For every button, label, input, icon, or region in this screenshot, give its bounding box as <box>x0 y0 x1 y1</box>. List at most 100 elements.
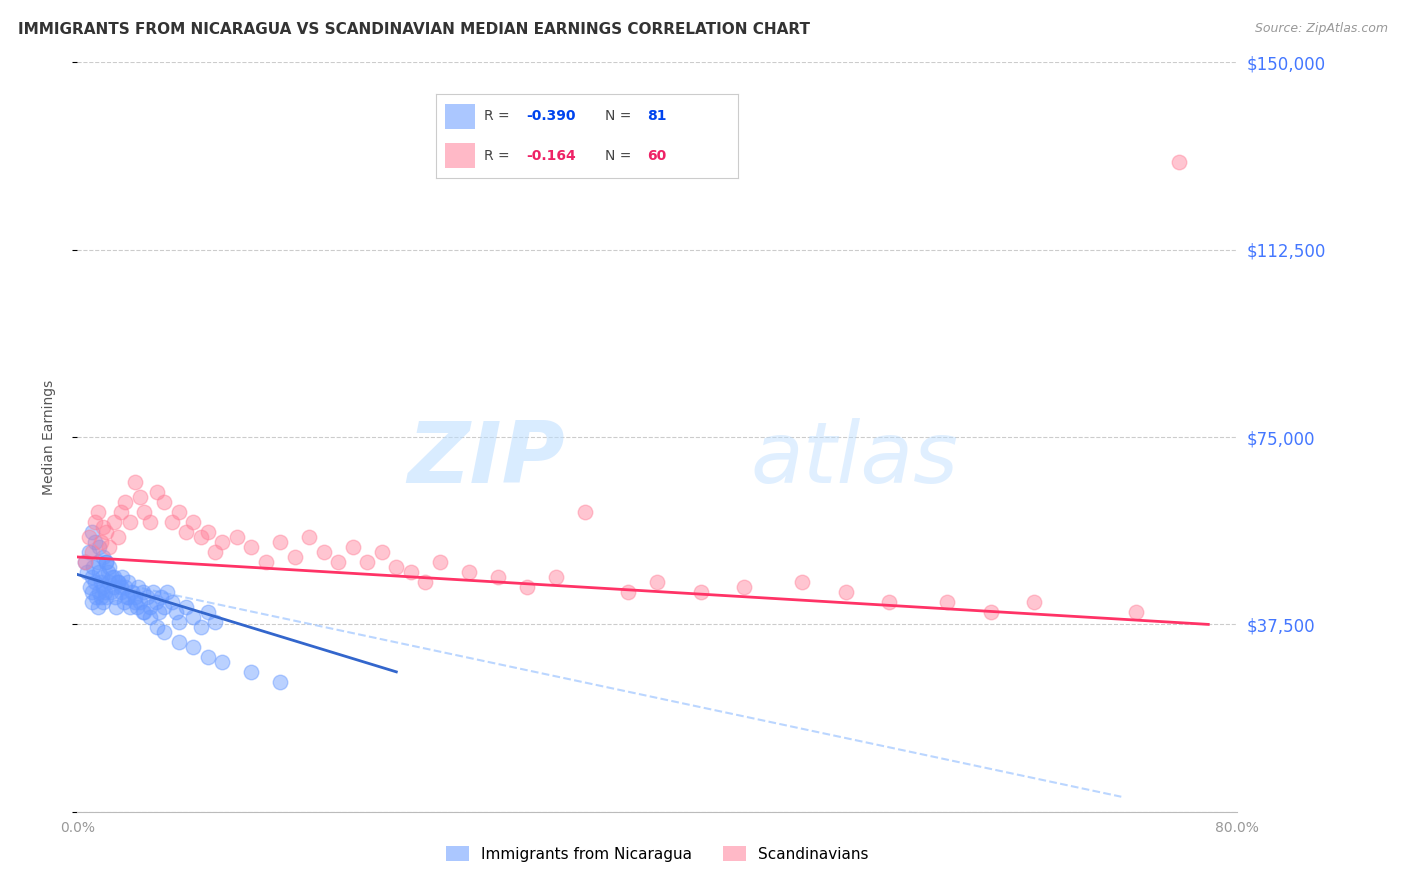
Point <box>117 590 139 604</box>
Point <box>356 555 378 569</box>
Point <box>103 515 125 529</box>
Point <box>107 530 129 544</box>
Point <box>190 530 212 544</box>
Point <box>76 565 98 579</box>
Point <box>125 599 148 614</box>
Point <box>90 535 111 549</box>
Point <box>115 590 138 604</box>
Point <box>127 580 149 594</box>
Point <box>183 640 205 654</box>
Point <box>90 574 111 589</box>
Point <box>114 495 136 509</box>
Point <box>80 524 103 539</box>
Point <box>142 585 165 599</box>
Text: N =: N = <box>605 149 636 163</box>
Point <box>167 505 190 519</box>
Point <box>98 540 121 554</box>
Point <box>117 574 139 589</box>
Point <box>101 570 124 584</box>
Point <box>96 555 118 569</box>
Point <box>87 540 110 554</box>
Point <box>312 545 335 559</box>
Point <box>124 590 146 604</box>
Point <box>160 515 183 529</box>
Point <box>96 590 118 604</box>
Point <box>96 524 118 539</box>
Point <box>165 605 187 619</box>
Point <box>139 599 162 614</box>
Point <box>429 555 451 569</box>
Point <box>167 615 190 629</box>
Point <box>118 599 141 614</box>
Point <box>211 655 233 669</box>
Point <box>145 595 167 609</box>
Point <box>204 615 226 629</box>
Bar <box>444 103 475 129</box>
Point <box>197 649 219 664</box>
Point <box>100 585 122 599</box>
Bar <box>444 143 475 169</box>
Point <box>83 574 105 589</box>
Point <box>457 565 479 579</box>
Point <box>87 565 110 579</box>
Point <box>104 590 127 604</box>
Point <box>111 570 134 584</box>
Point <box>1125 605 1147 619</box>
Point <box>183 515 205 529</box>
Point <box>146 485 169 500</box>
Point <box>110 580 132 594</box>
Text: atlas: atlas <box>751 418 957 501</box>
Point <box>96 555 118 569</box>
Point <box>79 580 101 594</box>
Point <box>146 620 169 634</box>
Point <box>544 570 567 584</box>
Point <box>516 580 538 594</box>
Point <box>980 605 1002 619</box>
Point <box>647 574 669 589</box>
Text: 81: 81 <box>647 109 666 123</box>
Point <box>298 530 321 544</box>
Point <box>371 545 394 559</box>
Point <box>84 590 107 604</box>
Point <box>190 620 212 634</box>
Point <box>174 599 197 614</box>
Point <box>486 570 509 584</box>
Point <box>132 505 155 519</box>
Point <box>124 595 146 609</box>
Point <box>93 520 115 534</box>
Point <box>733 580 755 594</box>
Point <box>174 524 197 539</box>
Point <box>83 515 105 529</box>
Text: R =: R = <box>484 149 515 163</box>
Point <box>98 574 121 589</box>
Point <box>107 574 129 589</box>
Point <box>617 585 640 599</box>
Point <box>1024 595 1046 609</box>
Point <box>153 599 176 614</box>
Point <box>83 535 105 549</box>
Point <box>131 585 153 599</box>
Point <box>139 610 162 624</box>
Point <box>103 580 125 594</box>
Point <box>97 565 120 579</box>
Point <box>328 555 350 569</box>
Text: -0.390: -0.390 <box>527 109 576 123</box>
Point <box>87 585 110 599</box>
Point <box>86 505 108 519</box>
Point <box>160 595 183 609</box>
Text: IMMIGRANTS FROM NICARAGUA VS SCANDINAVIAN MEDIAN EARNINGS CORRELATION CHART: IMMIGRANTS FROM NICARAGUA VS SCANDINAVIA… <box>18 22 810 37</box>
Point <box>82 560 104 574</box>
Point <box>93 595 115 609</box>
Point <box>73 555 96 569</box>
Point <box>94 585 117 599</box>
Point <box>225 530 247 544</box>
Point <box>112 595 135 609</box>
Point <box>792 574 814 589</box>
Point <box>877 595 901 609</box>
Point <box>80 595 103 609</box>
Point <box>689 585 711 599</box>
Point <box>131 605 153 619</box>
Point <box>167 635 190 649</box>
Point <box>156 585 179 599</box>
Point <box>385 560 408 574</box>
